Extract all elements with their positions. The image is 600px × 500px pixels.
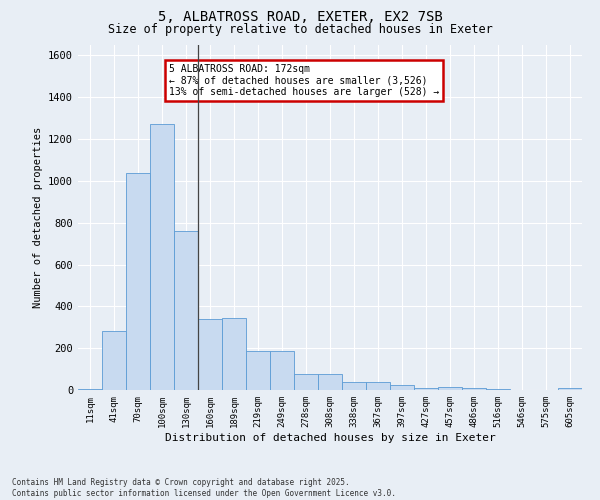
Text: 5 ALBATROSS ROAD: 172sqm
← 87% of detached houses are smaller (3,526)
13% of sem: 5 ALBATROSS ROAD: 172sqm ← 87% of detach… bbox=[169, 64, 439, 97]
Bar bbox=[294, 374, 318, 390]
Bar bbox=[366, 382, 390, 390]
Bar bbox=[150, 124, 174, 390]
Bar bbox=[486, 389, 510, 390]
Bar bbox=[318, 374, 342, 390]
Bar bbox=[246, 352, 270, 390]
Bar bbox=[414, 388, 438, 390]
Bar bbox=[342, 382, 366, 390]
Bar bbox=[390, 386, 414, 390]
Text: Size of property relative to detached houses in Exeter: Size of property relative to detached ho… bbox=[107, 22, 493, 36]
Bar bbox=[558, 388, 582, 390]
Bar bbox=[222, 318, 246, 390]
X-axis label: Distribution of detached houses by size in Exeter: Distribution of detached houses by size … bbox=[164, 432, 496, 442]
Text: 5, ALBATROSS ROAD, EXETER, EX2 7SB: 5, ALBATROSS ROAD, EXETER, EX2 7SB bbox=[158, 10, 442, 24]
Bar bbox=[174, 231, 198, 390]
Bar bbox=[126, 172, 150, 390]
Bar bbox=[78, 389, 102, 390]
Y-axis label: Number of detached properties: Number of detached properties bbox=[32, 127, 43, 308]
Bar bbox=[462, 388, 486, 390]
Bar bbox=[102, 332, 126, 390]
Bar bbox=[198, 319, 222, 390]
Bar bbox=[438, 388, 462, 390]
Text: Contains HM Land Registry data © Crown copyright and database right 2025.
Contai: Contains HM Land Registry data © Crown c… bbox=[12, 478, 396, 498]
Bar bbox=[270, 352, 294, 390]
